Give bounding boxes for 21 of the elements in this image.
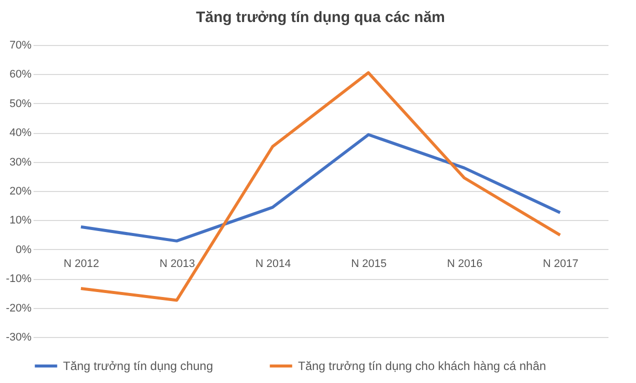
- x-tick-label: N 2013: [160, 258, 195, 270]
- x-tick-label: N 2015: [351, 258, 387, 270]
- x-tick-label: N 2016: [447, 258, 482, 270]
- chart-title: Tăng trưởng tín dụng qua các năm: [196, 9, 446, 26]
- legend-label: Tăng trưởng tín dụng chung: [63, 359, 213, 373]
- x-tick-label: N 2012: [64, 258, 100, 270]
- y-tick-label: -20%: [6, 302, 32, 314]
- y-tick-label: 0%: [16, 244, 32, 256]
- y-tick-label: -10%: [6, 273, 32, 286]
- legend-label: Tăng trưởng tín dụng cho khách hàng cá nhân: [298, 359, 546, 373]
- y-tick-label: 40%: [9, 127, 32, 140]
- x-tick-label: N 2017: [542, 258, 578, 270]
- x-tick-label: N 2014: [255, 258, 291, 270]
- y-tick-label: 70%: [9, 40, 32, 52]
- y-tick-label: 30%: [9, 156, 32, 168]
- y-tick-label: -30%: [6, 332, 32, 344]
- y-tick-label: 50%: [9, 98, 32, 110]
- y-tick-label: 60%: [9, 68, 32, 81]
- y-tick-label: 20%: [9, 186, 32, 198]
- line-series: [79, 133, 562, 242]
- y-tick-label: 10%: [9, 214, 32, 227]
